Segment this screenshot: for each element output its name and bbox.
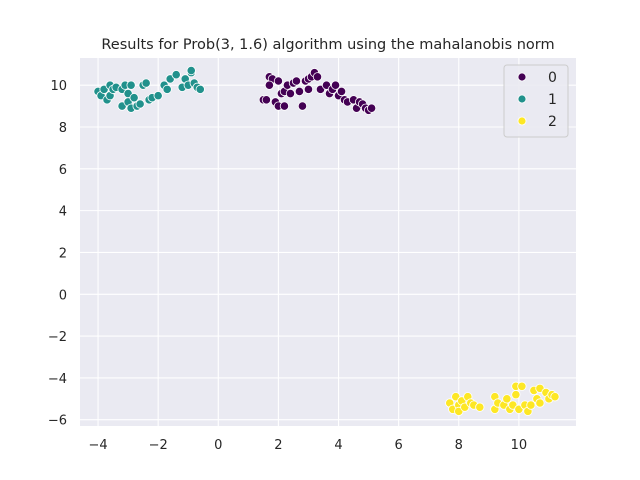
data-point [195, 84, 205, 94]
y-tick-label: −2 [48, 330, 67, 345]
data-point [312, 72, 323, 82]
data-point [153, 91, 163, 101]
legend-label: 2 [548, 114, 557, 130]
data-point [511, 390, 521, 400]
series-0 [258, 68, 377, 115]
data-point [285, 88, 296, 99]
data-point [162, 84, 172, 94]
data-point [294, 86, 305, 97]
legend: 0 1 2 [503, 64, 569, 138]
x-tick-label: 4 [334, 438, 342, 453]
chart-title: Results for Prob(3, 1.6) algorithm using… [101, 37, 554, 53]
data-point [517, 381, 527, 391]
data-point [291, 76, 302, 86]
data-point [126, 80, 136, 90]
data-point [336, 86, 347, 97]
y-tick-label: 4 [59, 205, 67, 220]
y-tick-label: −4 [48, 372, 67, 387]
data-point [135, 99, 145, 109]
series-1 [93, 65, 205, 113]
data-point [475, 402, 485, 412]
x-tick-label: 6 [395, 438, 403, 453]
data-point [171, 70, 181, 80]
data-point [366, 103, 377, 113]
data-point [550, 392, 560, 402]
y-tick-label: 2 [59, 246, 67, 261]
legend-label: 0 [548, 70, 557, 86]
data-point [141, 78, 151, 88]
data-point [303, 84, 314, 94]
legend-label: 1 [548, 92, 557, 108]
data-point [129, 93, 139, 103]
x-tick-label: −2 [149, 438, 168, 453]
data-point [264, 80, 274, 90]
plot-area [80, 58, 576, 426]
y-tick-label: 0 [59, 288, 67, 303]
data-point [502, 394, 512, 404]
y-tick-label: 6 [59, 163, 67, 178]
data-point [186, 65, 196, 76]
legend-marker [517, 94, 527, 104]
x-tick-label: −4 [88, 438, 107, 453]
legend-marker [517, 72, 527, 82]
series-2 [445, 381, 560, 416]
data-point [535, 398, 545, 408]
y-tick-label: 8 [59, 121, 67, 136]
x-tick-label: 0 [214, 438, 222, 453]
x-tick-label: 2 [274, 438, 282, 453]
y-tick-label: −6 [48, 414, 67, 429]
data-point [273, 76, 283, 86]
x-tick-label: 10 [511, 438, 528, 453]
data-point [330, 80, 341, 90]
legend-box [503, 64, 569, 138]
data-point [261, 95, 271, 105]
data-point [279, 101, 290, 111]
data-point [526, 400, 536, 410]
x-tick-label: 8 [455, 438, 463, 453]
y-tick-label: 10 [50, 79, 67, 94]
data-point [297, 101, 308, 111]
legend-marker [517, 116, 527, 126]
